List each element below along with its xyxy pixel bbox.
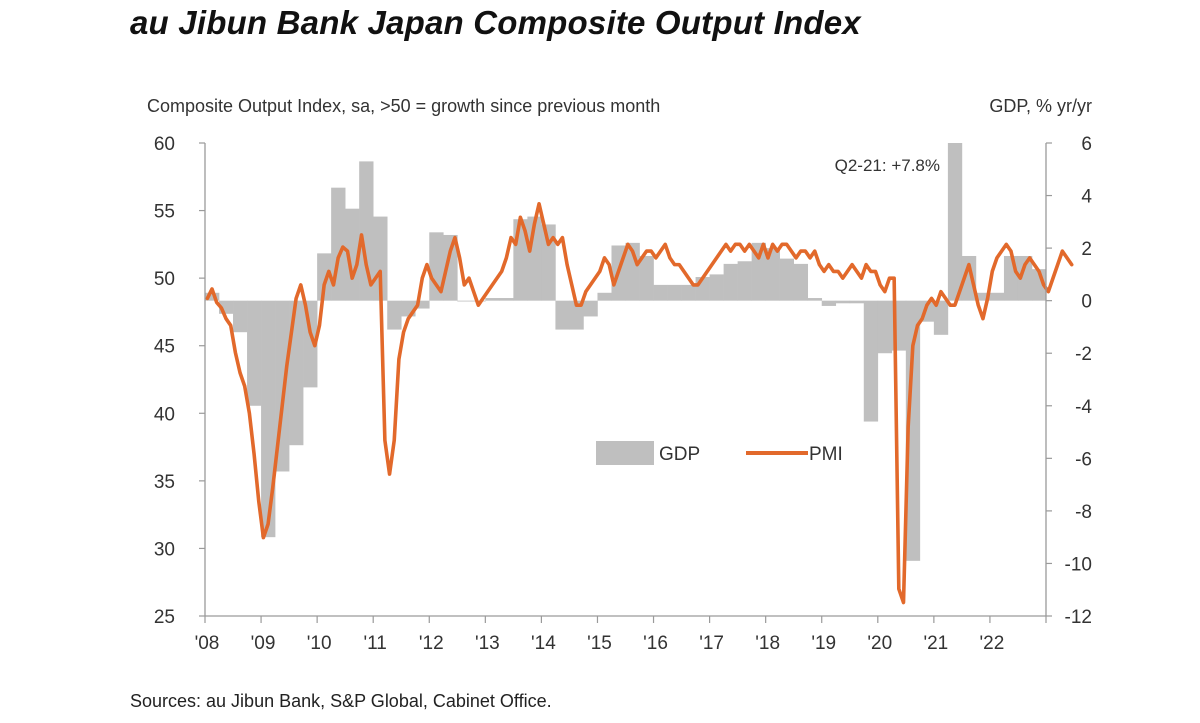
gdp-bar bbox=[1017, 255, 1033, 301]
gdp-bar bbox=[779, 258, 794, 301]
x-tick-label: '18 bbox=[755, 633, 780, 654]
gdp-bar bbox=[359, 161, 374, 301]
x-tick-label: '09 bbox=[251, 633, 276, 654]
x-tick-label: '12 bbox=[419, 633, 444, 654]
gdp-bar bbox=[261, 300, 276, 538]
right-tick-label: -2 bbox=[1075, 344, 1092, 365]
gdp-bar bbox=[345, 208, 360, 301]
gdp-bar bbox=[793, 263, 809, 301]
x-tick-label: '14 bbox=[531, 633, 556, 654]
gdp-bar bbox=[289, 300, 304, 446]
x-tick-label: '22 bbox=[980, 633, 1005, 654]
gdp-bar bbox=[597, 292, 612, 301]
source-note: Sources: au Jibun Bank, S&P Global, Cabi… bbox=[130, 691, 552, 711]
x-tick-label: '11 bbox=[364, 633, 387, 654]
right-tick-label: 6 bbox=[1081, 134, 1092, 155]
legend: GDP PMI bbox=[596, 441, 843, 465]
gdp-bar bbox=[569, 300, 584, 330]
gdp-bar bbox=[247, 300, 262, 406]
pmi-line-group bbox=[205, 202, 1074, 605]
chart-title: au Jibun Bank Japan Composite Output Ind… bbox=[130, 4, 861, 41]
gdp-bar bbox=[709, 274, 724, 301]
gdp-bar bbox=[499, 298, 514, 301]
gdp-bar bbox=[387, 300, 402, 330]
gdp-bar bbox=[905, 300, 921, 561]
right-axis-title: GDP, % yr/yr bbox=[989, 96, 1092, 116]
axes: 60 55 50 45 40 35 30 25 6 4 2 0 -2 -4 -6 -8 -10 -12 '08 '09… bbox=[154, 134, 1093, 654]
gdp-bar bbox=[835, 300, 851, 304]
right-tick-label: 0 bbox=[1081, 292, 1092, 313]
x-tick-label: '08 bbox=[195, 633, 220, 654]
gdp-bar bbox=[373, 216, 388, 301]
gdp-bar bbox=[989, 292, 1005, 301]
x-tick-label: '16 bbox=[643, 633, 668, 654]
left-tick-label: 60 bbox=[154, 134, 175, 155]
right-tick-label: -8 bbox=[1075, 502, 1092, 523]
gdp-bar bbox=[1003, 255, 1019, 301]
gdp-bar bbox=[737, 261, 752, 301]
left-tick-label: 55 bbox=[154, 202, 175, 223]
left-axis-title: Composite Output Index, sa, >50 = growth… bbox=[147, 96, 660, 116]
right-tick-label: -12 bbox=[1065, 607, 1092, 628]
gdp-bar bbox=[947, 143, 963, 301]
gdp-bar bbox=[821, 300, 837, 306]
gdp-bar bbox=[765, 248, 780, 301]
gdp-bar bbox=[863, 300, 879, 422]
x-tick-label: '20 bbox=[867, 633, 892, 654]
right-tick-label: -4 bbox=[1075, 397, 1092, 418]
left-tick-label: 50 bbox=[154, 269, 175, 290]
x-tick-label: '10 bbox=[307, 633, 332, 654]
gdp-bar bbox=[415, 300, 430, 309]
legend-pmi-label: PMI bbox=[809, 444, 843, 465]
pmi-line bbox=[205, 202, 1074, 605]
left-tick-label: 25 bbox=[154, 607, 175, 628]
gdp-bar bbox=[723, 263, 738, 301]
gdp-bar bbox=[429, 232, 444, 301]
gdp-bar bbox=[541, 224, 556, 301]
gdp-annotation: Q2-21: +7.8% bbox=[835, 156, 940, 175]
gdp-bar bbox=[583, 300, 598, 317]
left-tick-label: 35 bbox=[154, 472, 175, 493]
gdp-bar bbox=[639, 255, 654, 301]
left-tick-label: 30 bbox=[154, 539, 175, 560]
gdp-bar bbox=[555, 300, 570, 330]
left-tick-label: 45 bbox=[154, 337, 175, 358]
gdp-bar bbox=[961, 255, 977, 301]
gdp-bar bbox=[317, 253, 332, 301]
gdp-bar bbox=[443, 234, 458, 301]
legend-gdp-swatch bbox=[596, 441, 654, 465]
x-tick-label: '17 bbox=[699, 633, 724, 654]
right-tick-label: 4 bbox=[1081, 187, 1092, 208]
gdp-bar bbox=[751, 242, 766, 301]
gdp-bar bbox=[681, 284, 696, 301]
right-tick-label: -6 bbox=[1075, 449, 1092, 470]
x-tick-label: '21 bbox=[923, 633, 948, 654]
gdp-bar bbox=[667, 284, 682, 301]
right-tick-label: 2 bbox=[1081, 239, 1092, 260]
gdp-bar bbox=[205, 292, 220, 301]
gdp-bar bbox=[849, 300, 865, 304]
legend-gdp-label: GDP bbox=[659, 444, 700, 465]
gdp-bars bbox=[205, 143, 1047, 561]
gdp-bar bbox=[457, 300, 472, 302]
gdp-bar bbox=[933, 300, 949, 335]
gdp-bar bbox=[485, 298, 500, 301]
gdp-bar bbox=[975, 292, 991, 301]
gdp-bar bbox=[807, 298, 823, 301]
x-tick-label: '19 bbox=[811, 633, 836, 654]
right-tick-label: -10 bbox=[1065, 554, 1092, 575]
gdp-bar bbox=[653, 284, 668, 301]
left-tick-label: 40 bbox=[154, 404, 175, 425]
x-tick-label: '13 bbox=[475, 633, 500, 654]
gdp-bar bbox=[233, 300, 248, 333]
x-tick-label: '15 bbox=[587, 633, 612, 654]
gdp-bar bbox=[877, 300, 893, 354]
